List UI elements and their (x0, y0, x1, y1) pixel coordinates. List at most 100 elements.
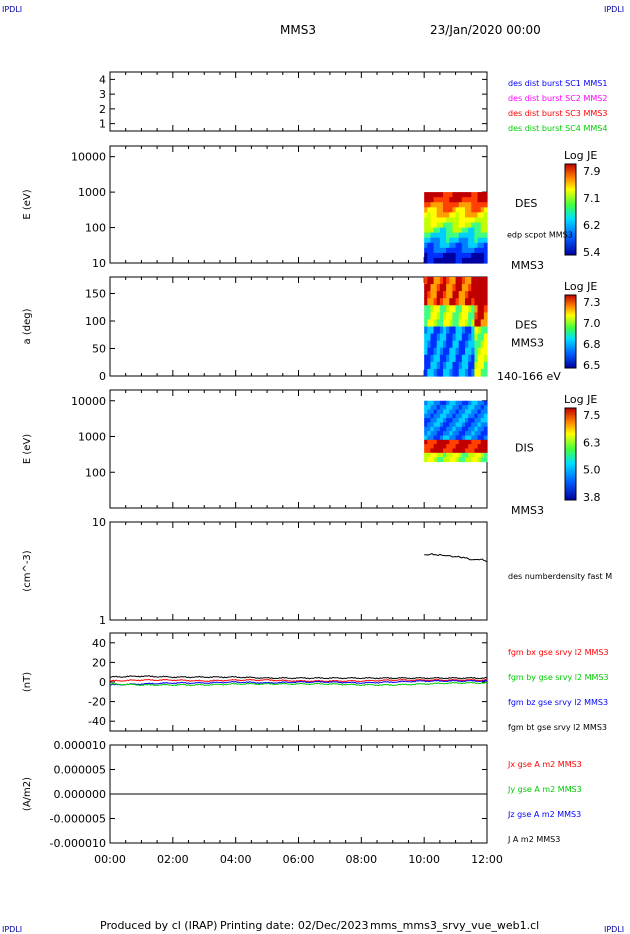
heatmap-cell (452, 227, 457, 234)
heatmap-cell (471, 305, 476, 313)
spacecraft-title: MMS3 (280, 23, 316, 37)
heatmap-cell (480, 347, 485, 356)
heatmap-cell (461, 368, 466, 377)
heatmap-cell (452, 439, 457, 445)
heatmap-cell (455, 457, 460, 463)
heatmap-cell (474, 418, 479, 424)
colorbar-tick-label: 7.9 (583, 165, 601, 178)
legend-entry: J A m2 MMS3 (507, 835, 560, 844)
heatmap-cell (455, 237, 460, 244)
heatmap-cell (455, 418, 460, 424)
heatmap-cell (461, 457, 466, 463)
heatmap-cell (474, 212, 479, 219)
heatmap-cell (443, 431, 447, 437)
heatmap-cell (458, 400, 463, 406)
corner-label-tl: IPDLI (2, 5, 22, 14)
heatmap-cell (436, 413, 441, 419)
y-tick-label: 100 (85, 315, 106, 328)
heatmap-cell (468, 291, 472, 299)
heatmap-cell (483, 197, 488, 203)
heatmap-cell (465, 435, 469, 441)
heatmap-cell (455, 444, 460, 450)
heatmap-cell (449, 277, 454, 285)
heatmap-cell (455, 400, 460, 406)
heatmap-cell (436, 217, 441, 224)
heatmap-cell (449, 247, 454, 254)
heatmap-cell (430, 340, 435, 349)
heatmap-cell (443, 222, 447, 229)
panel-frame-5 (109, 521, 488, 621)
heatmap-cell (483, 413, 488, 419)
heatmap-cell (465, 237, 469, 244)
heatmap-cell (452, 312, 457, 321)
heatmap-cell (433, 448, 438, 454)
heatmap-cell (424, 448, 428, 454)
heatmap-cell (427, 426, 432, 432)
heatmap-cell (471, 422, 476, 428)
heatmap-cell (471, 368, 476, 377)
heatmap-cell (446, 298, 450, 306)
x-tick-label: 06:00 (283, 853, 315, 866)
heatmap-cell (480, 247, 485, 254)
heatmap-cell (480, 202, 485, 208)
heatmap-cell (468, 212, 472, 219)
heatmap-cell (424, 340, 428, 349)
heatmap-cell (439, 197, 444, 203)
heatmap-cell (458, 444, 463, 450)
legend-entry: des numberdensity fast M (508, 572, 612, 581)
heatmap-cell (477, 232, 482, 239)
heatmap-cell (443, 277, 447, 285)
heatmap-cell (424, 405, 428, 411)
heatmap-cell (461, 347, 466, 356)
heatmap-cell (430, 212, 435, 219)
heatmap-cell (458, 212, 463, 219)
y-tick-label: 100 (85, 222, 106, 235)
corner-label-tr: IPDLI (604, 5, 624, 14)
heatmap-cell (449, 435, 454, 441)
heatmap-cell (480, 252, 485, 259)
heatmap-cell (458, 431, 463, 437)
heatmap-cell (449, 232, 454, 239)
heatmap-cell (449, 192, 454, 198)
heatmap-cell (452, 252, 457, 259)
heatmap-cell (436, 347, 441, 356)
heatmap-cell (446, 409, 450, 415)
heatmap-cell (443, 305, 447, 313)
heatmap-cell (446, 413, 450, 419)
heatmap-cell (436, 242, 441, 249)
heatmap-cell (430, 439, 435, 445)
heatmap-cell (430, 232, 435, 239)
heatmap-cell (468, 418, 472, 424)
heatmap-cell (446, 212, 450, 219)
heatmap-cell (455, 312, 460, 321)
heatmap-cell (452, 444, 457, 450)
heatmap-cell (483, 326, 488, 335)
heatmap-cell (465, 354, 469, 363)
heatmap-cell (455, 435, 460, 441)
x-tick-label: 00:00 (94, 853, 126, 866)
heatmap-cell (465, 340, 469, 349)
date-title: 23/Jan/2020 00:00 (430, 23, 541, 37)
heatmap-cell (455, 252, 460, 259)
heatmap-cell (452, 257, 457, 264)
heatmap-cell (443, 413, 447, 419)
heatmap-cell (465, 257, 469, 264)
heatmap-cell (461, 197, 466, 203)
heatmap-cell (480, 413, 485, 419)
heatmap-cell (474, 413, 479, 419)
heatmap-cell (477, 242, 482, 249)
heatmap-cell (452, 422, 457, 428)
heatmap-cell (439, 347, 444, 356)
heatmap-cell (477, 326, 482, 335)
heatmap-cell (471, 340, 476, 349)
heatmap-cell (480, 435, 485, 441)
heatmap-cell (433, 340, 438, 349)
heatmap-cell (483, 298, 488, 306)
heatmap-cell (461, 202, 466, 208)
heatmap-cell (433, 207, 438, 213)
heatmap-cell (452, 426, 457, 432)
heatmap-cell (439, 431, 444, 437)
heatmap-cell (439, 418, 444, 424)
heatmap-cell (461, 277, 466, 285)
heatmap-cell (452, 354, 457, 363)
